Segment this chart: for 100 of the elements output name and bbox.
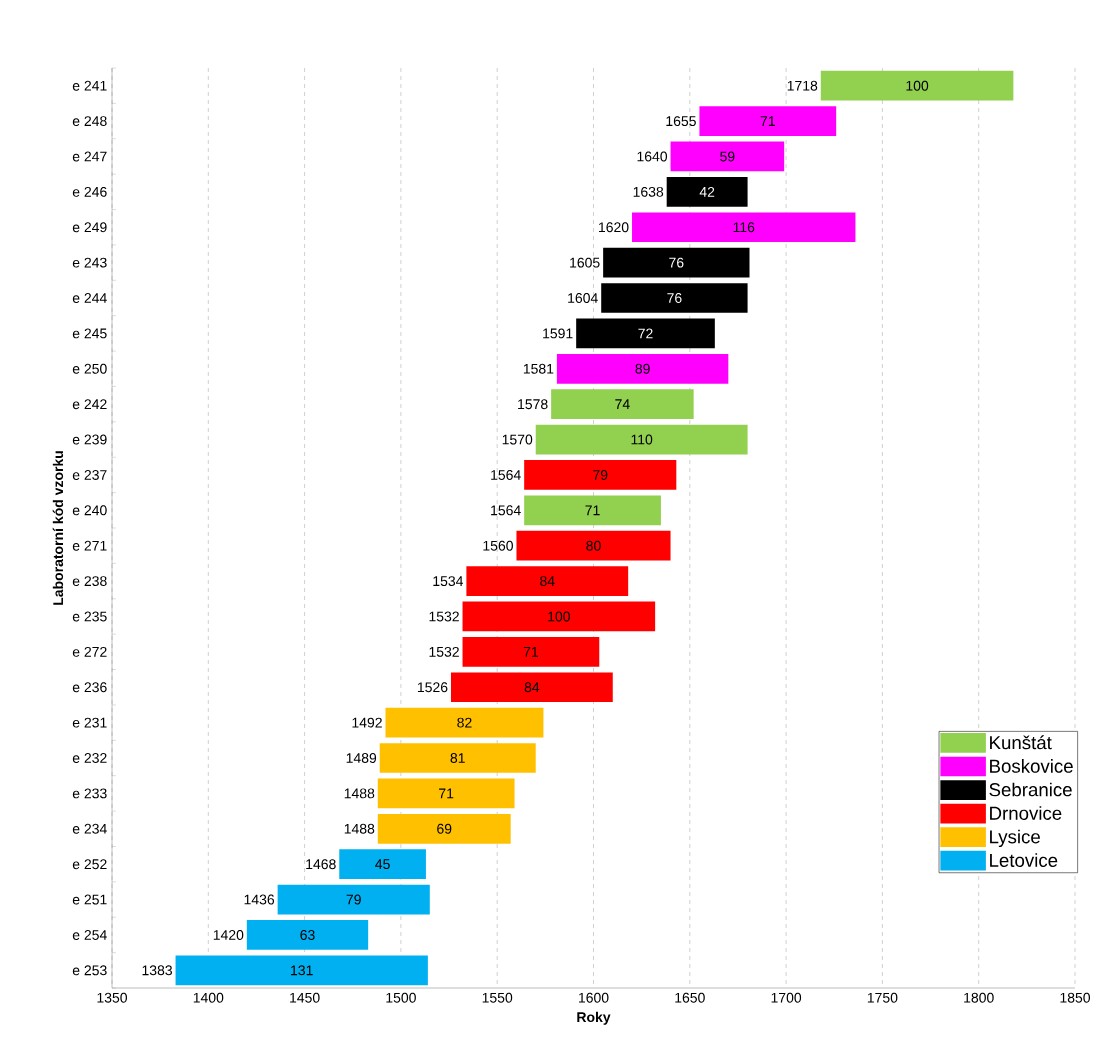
annotation: 1532 <box>429 611 459 622</box>
y-tick-label: e 252 <box>72 859 107 870</box>
y-tick-label: e 249 <box>72 222 107 233</box>
y-tick-label: e 254 <box>72 929 107 940</box>
legend-label: Letovice <box>990 853 1058 867</box>
bar <box>820 70 1014 101</box>
data-label: 84 <box>524 682 540 693</box>
y-tick-label: e 231 <box>72 717 107 728</box>
x-tick-label: 1400 <box>193 992 224 1003</box>
annotation: 1420 <box>213 929 244 940</box>
legend-label: Sebranice <box>989 782 1072 797</box>
data-label: 71 <box>439 788 454 799</box>
legend-label: Kunštát <box>990 735 1052 750</box>
y-tick-label: e 232 <box>72 753 107 763</box>
bar <box>556 353 729 384</box>
annotation: 1560 <box>483 540 513 551</box>
data-label: 89 <box>635 363 650 374</box>
bar <box>666 176 748 207</box>
x-tick-label: 1700 <box>771 992 802 1003</box>
annotation: 1564 <box>491 505 521 516</box>
annotation: 1526 <box>417 682 448 693</box>
bar <box>277 884 430 915</box>
data-label: 42 <box>699 186 715 197</box>
annotation: 1564 <box>491 469 521 480</box>
x-tick-label: 1600 <box>579 992 609 1003</box>
bar <box>377 813 511 844</box>
y-tick-label: e 233 <box>72 788 107 799</box>
x-tick-label: 1850 <box>1060 992 1091 1003</box>
annotation: 1604 <box>568 293 598 303</box>
legend-label: Boskovice <box>990 759 1073 773</box>
annotation: 1488 <box>344 823 375 834</box>
bar <box>246 920 369 950</box>
bar <box>632 212 856 243</box>
data-label: 116 <box>733 222 755 233</box>
y-tick-label: e 251 <box>72 894 107 905</box>
bar <box>516 530 671 561</box>
annotation: 1570 <box>502 434 533 445</box>
y-tick-label: e 247 <box>72 151 107 162</box>
y-tick-label: e 237 <box>72 469 107 480</box>
annotation: 1620 <box>599 222 629 233</box>
data-label: 79 <box>593 469 608 480</box>
data-label: 76 <box>667 293 682 303</box>
annotation: 1581 <box>523 363 554 374</box>
annotation: 1591 <box>543 328 573 339</box>
y-tick-label: e 242 <box>72 399 107 410</box>
x-tick-label: 1650 <box>675 992 705 1003</box>
data-label: 74 <box>615 399 630 409</box>
bar <box>379 743 536 773</box>
bar <box>466 566 629 596</box>
bar <box>377 778 515 809</box>
bar <box>450 672 613 703</box>
bar <box>551 389 694 420</box>
y-tick-label: e 236 <box>72 682 107 693</box>
data-label: 80 <box>586 540 601 551</box>
bar <box>699 106 837 136</box>
y-tick-label: e 239 <box>72 434 107 445</box>
annotation: 1436 <box>244 894 275 905</box>
y-tick-label: e 238 <box>72 576 107 587</box>
x-tick-label: 1500 <box>386 992 416 1003</box>
data-label: 63 <box>300 929 315 940</box>
data-label: 69 <box>437 823 452 834</box>
x-tick-label: 1450 <box>290 992 320 1003</box>
data-label: 79 <box>346 894 361 905</box>
bar <box>603 247 750 278</box>
bar <box>670 141 785 172</box>
bar <box>601 283 748 313</box>
y-tick-label: e 235 <box>72 611 107 622</box>
annotation: 1605 <box>570 257 600 268</box>
legend-label: Drnovice <box>990 806 1062 820</box>
annotation: 1655 <box>666 116 696 127</box>
bar <box>339 849 426 880</box>
y-axis-title: Laboratorní kód vzorku <box>52 451 64 605</box>
data-label: 71 <box>760 116 775 126</box>
x-tick-label: 1550 <box>482 992 513 1003</box>
x-tick-label: 1350 <box>97 992 128 1003</box>
x-tick-label: 1750 <box>867 992 898 1003</box>
x-axis-title: Roky <box>577 1011 611 1025</box>
y-tick-label: e 248 <box>72 116 107 127</box>
y-tick-label: e 244 <box>72 293 107 303</box>
annotation: 1532 <box>429 646 459 657</box>
annotation: 1640 <box>637 151 668 162</box>
y-tick-label: e 234 <box>72 823 107 834</box>
data-label: 84 <box>540 576 555 587</box>
data-label: 110 <box>631 434 653 445</box>
legend-label: Lysice <box>990 829 1040 848</box>
bar <box>175 955 428 986</box>
data-label: 71 <box>523 647 538 657</box>
data-label: 45 <box>375 859 390 870</box>
bar <box>524 460 677 490</box>
y-tick-label: e 272 <box>72 646 107 657</box>
bar <box>524 495 661 526</box>
y-tick-label: e 253 <box>72 965 107 976</box>
data-label: 100 <box>548 611 570 622</box>
bar <box>576 318 715 349</box>
data-label: 131 <box>291 965 313 976</box>
annotation: 1718 <box>787 80 818 91</box>
data-label: 81 <box>450 753 465 763</box>
y-tick-label: e 241 <box>72 80 107 91</box>
data-label: 76 <box>669 257 684 268</box>
bar <box>462 601 656 632</box>
